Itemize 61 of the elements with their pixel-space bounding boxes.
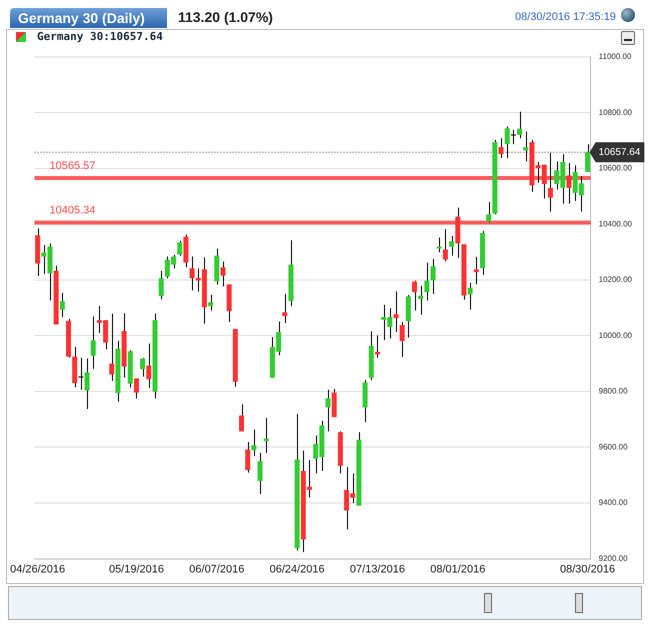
candlestick [510,129,516,145]
candlestick [251,429,256,457]
candlestick [400,322,405,358]
candlestick [264,417,269,454]
candlestick [498,138,504,159]
candlestick [418,285,424,316]
y-tick-label: 11000.00 [598,52,632,62]
candlestick [486,201,492,223]
candlestick [424,262,430,302]
candlestick [134,378,139,399]
candlestick [208,294,214,312]
y-tick-label: 10400.00 [598,219,633,228]
y-tick-label: 9200.00 [598,554,628,564]
candlestick [190,256,195,292]
y-tick-label: 9800.00 [598,386,628,396]
candlestick [109,313,114,382]
x-tick-label: 06/24/2016 [270,563,325,576]
candlestick [245,441,250,474]
ref-line-label: 10405.34 [50,204,96,217]
candlestick [239,404,244,432]
x-tick-label: 07/13/2016 [350,563,405,576]
candlestick [140,358,146,378]
chart-title: Germany 30 (Daily) [10,8,167,28]
y-tick-label: 9400.00 [598,498,628,508]
candlestick [78,357,84,390]
chart-subtitle: 113.20 (1.07%) [178,9,273,25]
y-tick-label: 9600.00 [598,442,628,452]
candlestick [326,389,331,432]
candlestick [90,316,96,370]
candlestick [412,280,418,312]
candlestick [258,452,263,495]
candlestick [548,152,553,212]
x-tick-label: 04/26/2016 [10,563,66,576]
candlestick [468,282,473,310]
candlestick [282,293,288,324]
candlestick [158,270,164,300]
candlestick [430,258,436,294]
x-tick-label: 05/19/2016 [108,563,164,576]
y-tick-label: 10000.00 [598,330,633,340]
y-tick-label: 10600.00 [598,164,633,173]
x-tick-label: 08/01/2016 [430,563,486,576]
candlestick [393,290,398,333]
candlestick [374,334,380,358]
x-tick-label: 08/30/2016 [560,563,616,576]
candlestick [585,144,590,172]
candlestick [146,343,152,388]
candlestick [177,240,182,256]
candlestick [449,235,454,256]
text: Germany 30:10657.64 [37,30,163,43]
candlestick [220,261,226,287]
y-tick-label: 10200.00 [598,275,633,284]
candlestick [442,228,448,262]
x-tick-label: 06/07/2016 [189,563,244,576]
candlestick [60,292,65,318]
y-tick-label: 10800.00 [598,108,633,117]
candlestick [436,237,442,253]
text: 08/30/2016 17:35:19 [515,11,616,23]
candlestick [523,131,528,162]
ref-line-label: 10565.57 [50,160,96,172]
ref-line-label: 10657.64 [598,147,641,158]
candlestick [566,162,572,204]
